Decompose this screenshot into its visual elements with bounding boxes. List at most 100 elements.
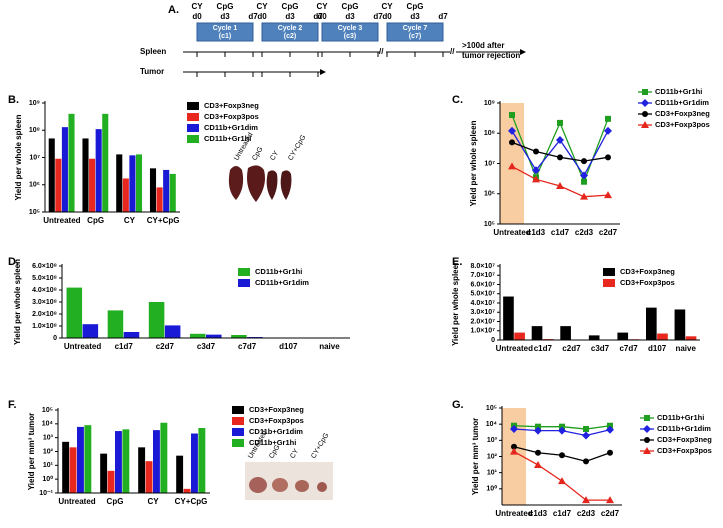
marker xyxy=(580,171,588,180)
spleen xyxy=(228,166,244,200)
bar xyxy=(176,455,184,493)
tumor-photo xyxy=(245,462,333,500)
y-tick-label: 6.0×10⁷ xyxy=(471,281,496,288)
x-tick-label: c1d7 xyxy=(553,509,572,518)
marker xyxy=(606,425,614,434)
x-tick-label: CpG xyxy=(107,497,124,506)
x-tick-label: c1d7 xyxy=(115,342,134,351)
marker xyxy=(510,447,518,455)
marker xyxy=(582,431,590,440)
y-tick-label: 4.0×10⁸ xyxy=(32,287,57,294)
x-tick-label: c1d3 xyxy=(529,509,548,518)
marker xyxy=(581,158,587,165)
bar xyxy=(145,461,153,493)
drug-label: CY xyxy=(381,2,393,11)
x-tick-label: c7d7 xyxy=(619,344,638,353)
bar xyxy=(135,154,143,212)
marker xyxy=(535,449,541,456)
drug-label: CpG xyxy=(217,2,234,11)
photo-label: CY xyxy=(289,448,300,460)
bar xyxy=(514,332,525,340)
cycle-name: Cycle 3 xyxy=(338,25,363,32)
spleen xyxy=(247,165,265,202)
day-label: d0 xyxy=(382,12,392,21)
legend-swatch xyxy=(238,279,250,287)
photo-label: CY xyxy=(269,150,280,162)
y-tick-label: 10⁰ xyxy=(42,475,53,483)
legend-label: CD3+Foxp3pos xyxy=(620,278,675,287)
y-tick-label: 2.0×10⁷ xyxy=(471,318,496,325)
legend-swatch xyxy=(232,406,244,414)
x-tick-label: CY xyxy=(147,497,159,506)
x-tick-label: CY xyxy=(124,216,136,225)
bar xyxy=(89,158,96,212)
y-tick-label: 10⁴ xyxy=(42,421,54,428)
legend-label: CD3+Foxp3pos xyxy=(204,112,259,121)
x-tick-label: c1d3 xyxy=(527,228,546,237)
x-tick-label: CpG xyxy=(87,216,104,225)
x-tick-label: c3d7 xyxy=(197,342,216,351)
x-tick-label: c2d3 xyxy=(575,228,594,237)
day-label: d0 xyxy=(317,12,327,21)
day-label: d0 xyxy=(257,12,267,21)
bar xyxy=(153,430,160,493)
y-tick-label: 10³ xyxy=(43,435,54,442)
day-label: d7 xyxy=(373,12,383,21)
y-tick-label: 10⁹ xyxy=(484,100,495,107)
panel-letter: F. xyxy=(8,399,17,411)
x-tick-label: c2d7 xyxy=(156,342,175,351)
x-tick-label: c7d7 xyxy=(238,342,257,351)
cycle-box xyxy=(386,22,444,42)
cycle-box xyxy=(321,22,379,42)
drug-label: CY xyxy=(256,2,268,11)
cycle-name: Cycle 1 xyxy=(213,25,238,32)
legend-swatch xyxy=(238,268,250,276)
day-label: d7 xyxy=(248,12,258,21)
marker xyxy=(580,192,588,200)
legend-swatch xyxy=(603,268,615,276)
legend-label: CD3+Foxp3pos xyxy=(657,446,712,455)
panel-letter: A. xyxy=(168,4,179,16)
bar xyxy=(160,422,168,493)
bar xyxy=(189,333,206,338)
marker xyxy=(511,443,517,450)
bar xyxy=(646,307,657,340)
x-tick-label: Untreated xyxy=(493,228,530,237)
bar xyxy=(138,447,146,493)
panel-letter: C. xyxy=(452,94,463,106)
y-axis-label: Yield per whole spleen xyxy=(451,260,460,346)
y-tick-label: 7.0×10⁷ xyxy=(471,272,496,279)
break-mark: // xyxy=(379,47,384,56)
day-label: d7 xyxy=(438,12,448,21)
bar xyxy=(115,431,122,493)
bar xyxy=(231,335,247,338)
row-label: Spleen xyxy=(140,47,166,56)
bar xyxy=(129,155,136,212)
cycle-code: (c1) xyxy=(219,33,231,40)
cycle-name: Cycle 2 xyxy=(278,25,303,32)
day-label: d7 xyxy=(313,12,323,21)
x-tick-label: CY+CpG xyxy=(175,497,208,506)
bar xyxy=(123,332,140,338)
bar xyxy=(191,433,198,493)
drug-label: CpG xyxy=(407,2,424,11)
marker xyxy=(557,119,563,126)
cycle-box xyxy=(261,22,319,42)
drug-label: CpG xyxy=(342,2,359,11)
bar xyxy=(164,325,181,338)
y-tick-label: 8.0×10⁷ xyxy=(471,263,496,270)
legend-label: CD11b+Gr1dim xyxy=(255,278,309,287)
drug-label: CpG xyxy=(282,2,299,11)
y-tick-label: 10⁵ xyxy=(42,407,53,414)
x-tick-label: CY+CpG xyxy=(147,216,180,225)
day-label: d3 xyxy=(220,12,230,21)
bar xyxy=(82,324,99,338)
bar xyxy=(674,309,686,340)
y-tick-label: 1.0×10⁸ xyxy=(32,323,57,330)
drug-label: CY xyxy=(316,2,328,11)
bar xyxy=(62,441,70,493)
bar xyxy=(122,178,129,212)
tumor xyxy=(317,482,327,492)
marker xyxy=(534,460,542,468)
y-tick-label: 10² xyxy=(43,448,54,455)
